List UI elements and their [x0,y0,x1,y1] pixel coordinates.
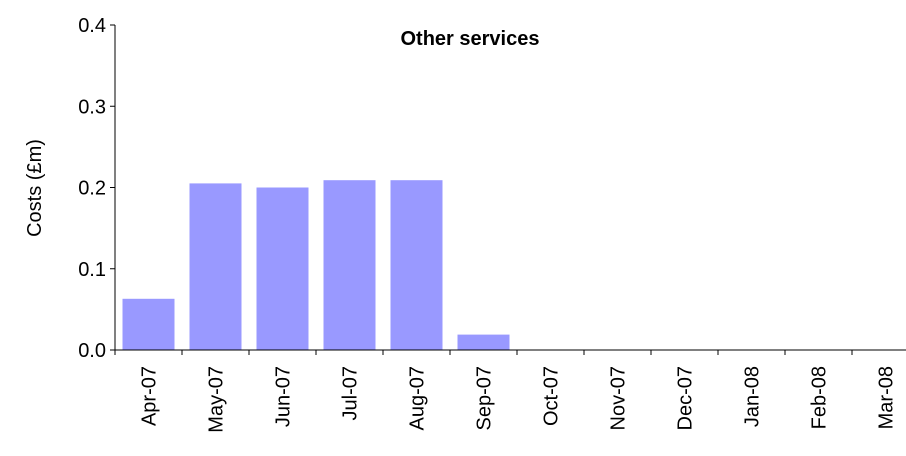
x-tick-label: Dec-07 [675,366,697,430]
y-tick-label: 0.0 [78,340,106,362]
y-axis-label: Costs (£m) [24,139,46,237]
x-tick-label: Sep-07 [474,366,496,431]
bars-group [122,180,510,350]
x-tick-label: Jul-07 [340,366,362,420]
bar-jun-07 [256,187,309,350]
x-axis: Apr-07 May-07 Jun-07 Jul-07 Aug-07 Sep-07 Oct-… [114,349,906,433]
bar-may-07 [189,183,242,350]
bar-aug-07 [390,180,443,350]
x-tick-label: Nov-07 [608,366,630,430]
x-tick-label: Feb-08 [809,366,831,429]
x-tick-label: Oct-07 [541,366,563,426]
x-tick-label: May-07 [206,366,228,433]
chart-title: Other services [401,28,540,50]
y-tick-label: 0.3 [78,96,106,118]
x-tick-label: Aug-07 [407,366,429,431]
bar-apr-07 [122,298,175,350]
x-tick-label: Jun-07 [273,366,295,427]
x-tick-label: Jan-08 [742,366,764,427]
y-tick-label: 0.4 [78,15,106,37]
x-tick-label: Apr-07 [139,366,161,426]
y-axis: 0.0 0.1 0.2 0.3 0.4 [78,15,116,362]
x-tick-label: Mar-08 [876,366,898,429]
bar-jul-07 [323,180,376,350]
y-tick-label: 0.2 [78,178,106,200]
bar-sep-07 [457,334,510,350]
y-tick-label: 0.1 [78,259,106,281]
